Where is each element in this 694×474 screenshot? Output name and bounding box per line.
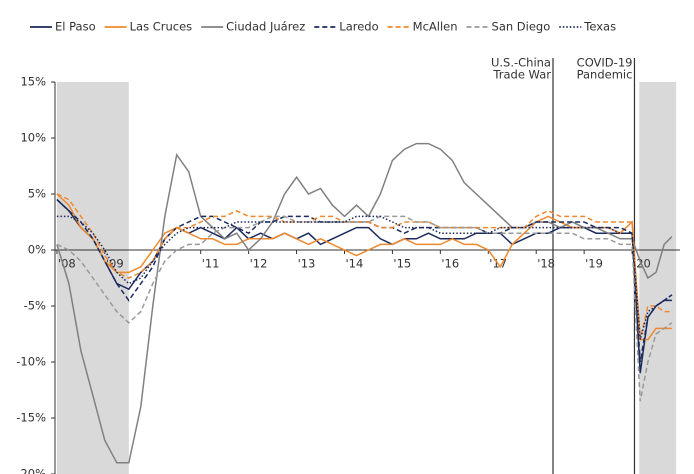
x-tick-label: '19 <box>585 257 603 271</box>
y-tick-label: 5% <box>28 187 46 201</box>
event-label: Trade War <box>492 68 551 82</box>
x-tick-label: '18 <box>537 257 555 271</box>
x-tick-label: '16 <box>441 257 459 271</box>
x-tick-label: '14 <box>345 257 363 271</box>
y-tick-label: -15% <box>16 411 46 425</box>
series-line <box>56 193 672 340</box>
legend-label: Las Cruces <box>130 20 193 34</box>
series-line <box>56 215 673 340</box>
y-tick-label: -10% <box>16 355 46 369</box>
x-tick-label: '11 <box>202 257 220 271</box>
y-tick-label: 10% <box>20 131 46 145</box>
series-line <box>56 215 673 402</box>
legend-label: Texas <box>583 20 616 34</box>
recession-shade <box>639 82 677 474</box>
series-line <box>56 142 673 464</box>
x-tick-label: '12 <box>250 257 268 271</box>
legend-label: Ciudad Juárez <box>226 20 305 34</box>
event-label: Pandemic <box>577 68 633 82</box>
series-line <box>56 193 672 341</box>
y-tick-label: 15% <box>20 75 46 89</box>
x-tick-label: '15 <box>393 257 411 271</box>
y-tick-label: -5% <box>24 299 46 313</box>
legend-label: Laredo <box>339 20 378 34</box>
y-tick-label: -20% <box>16 467 46 474</box>
event-label: U.S.-China <box>491 56 551 70</box>
legend-label: El Paso <box>55 20 96 34</box>
event-label: COVID-19 <box>577 56 633 70</box>
legend-label: San Diego <box>492 20 551 34</box>
legend-label: McAllen <box>413 20 458 34</box>
y-tick-label: 0% <box>28 243 46 257</box>
x-tick-label: '13 <box>298 257 316 271</box>
